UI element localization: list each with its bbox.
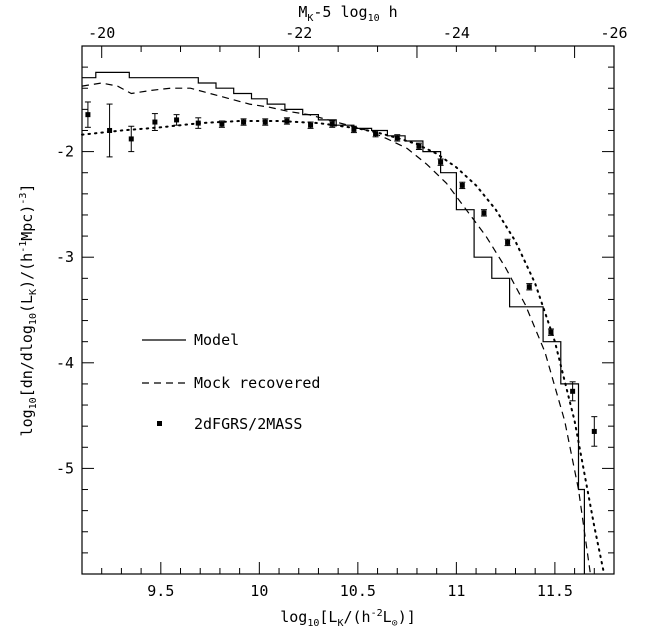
axis-tick-labels: 9.5 10 10.5 11 11.5 -20 -22 -24 -26 -2 -3 -4 -5 bbox=[56, 24, 628, 600]
plot-frame bbox=[81, 45, 615, 575]
y-tick-label: -4 bbox=[56, 354, 74, 372]
x-tick-label: 10 bbox=[250, 582, 268, 600]
legend-model-label: Model bbox=[194, 331, 239, 349]
x-axis-label: log10[LK/(h-2L⊙)] bbox=[280, 608, 416, 629]
data-point bbox=[219, 121, 225, 127]
x-tick-label: 11.5 bbox=[537, 582, 573, 600]
data-point bbox=[438, 159, 444, 165]
x-tick-label: 10.5 bbox=[340, 582, 376, 600]
data-point bbox=[241, 119, 247, 125]
legend-points-label: 2dFGRS/2MASS bbox=[194, 415, 302, 433]
data-point bbox=[85, 112, 91, 118]
legend: Model Mock recovered 2dFGRS/2MASS bbox=[142, 331, 320, 433]
top-axis-label: MK-5 log10 h bbox=[298, 3, 397, 24]
data-point bbox=[526, 284, 532, 290]
y-axis-label: log10[dn/dlog10(LK)/(h-1Mpc)-3] bbox=[18, 184, 39, 437]
data-point bbox=[308, 122, 314, 128]
top-tick-label: -24 bbox=[443, 24, 470, 42]
data-point bbox=[262, 119, 268, 125]
data-point bbox=[351, 126, 357, 132]
legend-mock-label: Mock recovered bbox=[194, 374, 320, 392]
y-tick-label: -2 bbox=[56, 143, 74, 161]
data-point bbox=[284, 118, 290, 124]
data-point bbox=[128, 136, 134, 142]
axis-ticks bbox=[81, 45, 615, 575]
top-tick-label: -22 bbox=[285, 24, 312, 42]
data-point bbox=[481, 210, 487, 216]
legend-points-swatch bbox=[157, 421, 162, 426]
schechter-fit-line bbox=[81, 120, 606, 575]
top-tick-label: -20 bbox=[88, 24, 115, 42]
data-point bbox=[459, 182, 465, 188]
data-point bbox=[394, 135, 400, 141]
model-step-line bbox=[82, 71, 586, 574]
data-point bbox=[174, 117, 180, 123]
top-tick-label: -26 bbox=[600, 24, 627, 42]
y-tick-label: -3 bbox=[56, 248, 74, 266]
data-point bbox=[416, 143, 422, 149]
data-point bbox=[548, 329, 554, 335]
data-series bbox=[81, 71, 606, 575]
data-point bbox=[505, 239, 511, 245]
data-point bbox=[570, 388, 576, 394]
data-point bbox=[152, 119, 158, 125]
y-tick-label: -5 bbox=[56, 459, 74, 477]
data-point bbox=[591, 428, 597, 434]
data-point bbox=[107, 127, 113, 133]
data-point bbox=[373, 131, 379, 137]
x-tick-label: 9.5 bbox=[147, 582, 174, 600]
x-tick-label: 11 bbox=[447, 582, 465, 600]
mock-recovered-line bbox=[81, 82, 591, 575]
data-point bbox=[329, 121, 335, 127]
